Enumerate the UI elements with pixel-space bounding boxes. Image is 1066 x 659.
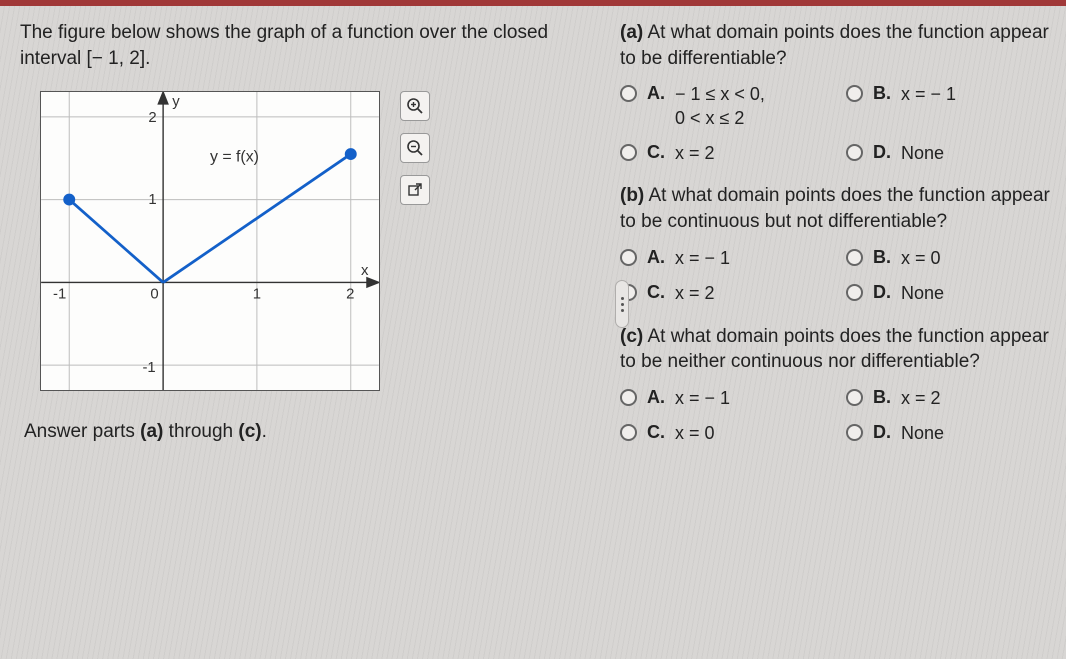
question-b-label: (b) — [620, 185, 644, 206]
opt-letter: D. — [873, 422, 895, 443]
option-b-A[interactable]: A. x = − 1 — [620, 247, 830, 270]
question-c-options: A. x = − 1 B. x = 2 C. x = 0 D. None — [620, 387, 1056, 446]
answer-prompt-c: (c) — [238, 421, 261, 442]
opt-text: x = 2 — [675, 142, 715, 165]
question-c-body: At what domain points does the function … — [620, 326, 1049, 373]
opt-text: None — [901, 422, 944, 445]
opt-text: x = 0 — [675, 422, 715, 445]
option-a-B[interactable]: B. x = − 1 — [846, 83, 1056, 130]
main-container: The figure below shows the graph of a fu… — [0, 6, 1066, 659]
answer-prompt-a: (a) — [140, 421, 163, 442]
radio-icon — [846, 249, 863, 266]
zoom-out-icon — [406, 139, 424, 157]
radio-icon — [620, 389, 637, 406]
popout-button[interactable] — [400, 175, 430, 205]
opt-letter: A. — [647, 83, 669, 104]
question-a-body: At what domain points does the function … — [620, 22, 1049, 69]
option-c-C[interactable]: C. x = 0 — [620, 422, 830, 445]
ytick-neg1: -1 — [142, 360, 155, 376]
radio-icon — [846, 424, 863, 441]
answer-prompt-suffix: . — [262, 421, 267, 442]
option-b-D[interactable]: D. None — [846, 282, 1056, 305]
origin-label: 0 — [150, 287, 158, 303]
question-c-text: (c) At what domain points does the funct… — [620, 324, 1056, 375]
graph-box: -1 0 1 2 2 1 -1 y x — [40, 91, 380, 391]
opt-letter: B. — [873, 247, 895, 268]
option-a-D[interactable]: D. None — [846, 142, 1056, 165]
opt-text: x = − 1 — [901, 83, 956, 106]
opt-text: x = 2 — [901, 387, 941, 410]
opt-letter: A. — [647, 387, 669, 408]
option-c-A[interactable]: A. x = − 1 — [620, 387, 830, 410]
opt-text: None — [901, 142, 944, 165]
answer-prompt-mid: through — [163, 421, 238, 442]
graph-tools — [400, 91, 430, 205]
radio-icon — [620, 85, 637, 102]
question-a-label: (a) — [620, 22, 643, 43]
question-c-label: (c) — [620, 326, 643, 347]
panel-divider-handle[interactable] — [615, 280, 629, 328]
opt-letter: B. — [873, 387, 895, 408]
graph-segment-1 — [69, 200, 163, 283]
opt-text: None — [901, 282, 944, 305]
radio-icon — [620, 249, 637, 266]
endpoint-right — [345, 148, 357, 160]
zoom-in-button[interactable] — [400, 91, 430, 121]
opt-letter: D. — [873, 282, 895, 303]
opt-letter: C. — [647, 422, 669, 443]
radio-icon — [620, 424, 637, 441]
opt-letter: B. — [873, 83, 895, 104]
opt-text: x = 2 — [675, 282, 715, 305]
question-a-text: (a) At what domain points does the funct… — [620, 20, 1056, 71]
opt-letter: D. — [873, 142, 895, 163]
zoom-in-icon — [406, 97, 424, 115]
radio-icon — [620, 144, 637, 161]
option-b-B[interactable]: B. x = 0 — [846, 247, 1056, 270]
question-c: (c) At what domain points does the funct… — [620, 324, 1056, 446]
option-c-D[interactable]: D. None — [846, 422, 1056, 445]
opt-letter: C. — [647, 142, 669, 163]
function-label: y = f(x) — [210, 149, 259, 166]
option-c-B[interactable]: B. x = 2 — [846, 387, 1056, 410]
popout-icon — [407, 182, 423, 198]
xtick-2: 2 — [346, 287, 354, 303]
left-panel: The figure below shows the graph of a fu… — [0, 6, 620, 659]
ytick-1: 1 — [148, 193, 156, 209]
option-a-C[interactable]: C. x = 2 — [620, 142, 830, 165]
zoom-out-button[interactable] — [400, 133, 430, 163]
xtick-neg1: -1 — [53, 287, 66, 303]
radio-icon — [846, 389, 863, 406]
question-a: (a) At what domain points does the funct… — [620, 20, 1056, 165]
question-a-options: A. − 1 ≤ x < 0, 0 < x ≤ 2 B. x = − 1 C. x =… — [620, 83, 1056, 165]
problem-prompt: The figure below shows the graph of a fu… — [20, 20, 600, 71]
graph-area: -1 0 1 2 2 1 -1 y x — [40, 91, 420, 391]
question-b-text: (b) At what domain points does the funct… — [620, 183, 1056, 234]
option-b-C[interactable]: C. x = 2 — [620, 282, 830, 305]
question-b: (b) At what domain points does the funct… — [620, 183, 1056, 305]
opt-text: − 1 ≤ x < 0, 0 < x ≤ 2 — [675, 83, 765, 130]
endpoint-left — [63, 194, 75, 206]
function-graph: -1 0 1 2 2 1 -1 y x — [41, 92, 379, 390]
opt-letter: C. — [647, 282, 669, 303]
opt-text: x = − 1 — [675, 247, 730, 270]
question-b-body: At what domain points does the function … — [620, 185, 1050, 232]
answer-prompt: Answer parts (a) through (c). — [24, 421, 600, 443]
radio-icon — [846, 144, 863, 161]
opt-letter: A. — [647, 247, 669, 268]
radio-icon — [846, 284, 863, 301]
xtick-1: 1 — [253, 287, 261, 303]
answer-prompt-prefix: Answer parts — [24, 421, 140, 442]
right-panel: (a) At what domain points does the funct… — [620, 6, 1066, 659]
radio-icon — [846, 85, 863, 102]
question-b-options: A. x = − 1 B. x = 0 C. x = 2 D. None — [620, 247, 1056, 306]
option-a-A[interactable]: A. − 1 ≤ x < 0, 0 < x ≤ 2 — [620, 83, 830, 130]
ytick-2: 2 — [148, 110, 156, 126]
opt-text: x = 0 — [901, 247, 941, 270]
opt-text: x = − 1 — [675, 387, 730, 410]
x-axis-label: x — [361, 263, 369, 279]
y-axis-label: y — [172, 94, 180, 110]
